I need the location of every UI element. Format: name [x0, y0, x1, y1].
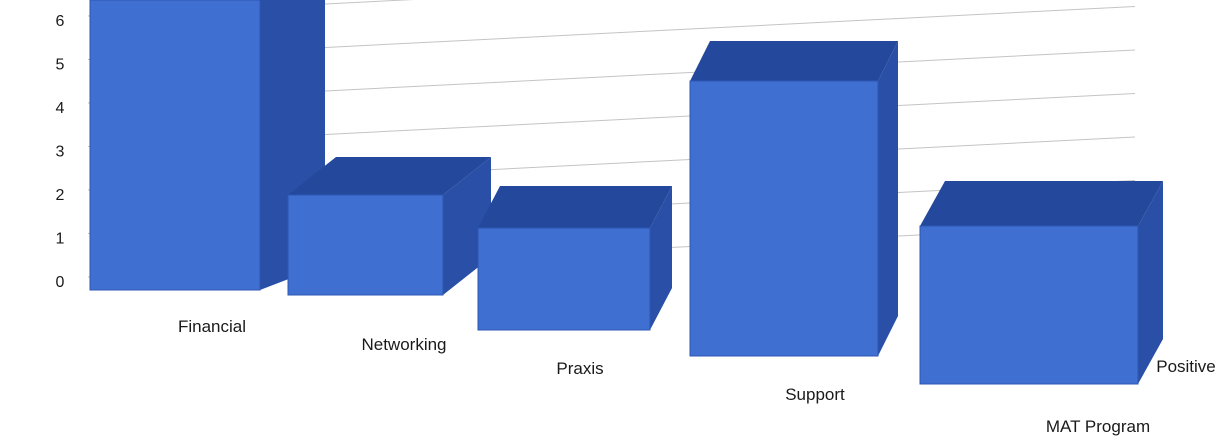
y-tick-label: 4: [56, 100, 65, 117]
bar-support: [689, 80, 879, 357]
bar-praxis: [477, 227, 651, 331]
bar-top-praxis: [478, 186, 672, 228]
bar-top-mat-program: [920, 181, 1163, 226]
x-tick-label: Financial: [178, 317, 246, 336]
bar-side-mat-program: [1138, 181, 1163, 384]
x-tick-label: Support: [785, 385, 845, 404]
bar-mat-program: [919, 225, 1139, 385]
bar-networking: [287, 194, 444, 296]
y-axis-ticks: 0 1 2 3 4 5 6: [56, 13, 65, 291]
bars: [89, 0, 1163, 385]
y-tick-label: 5: [56, 57, 65, 74]
y-tick-label: 3: [56, 144, 65, 161]
bar-top-networking: [288, 157, 491, 195]
x-tick-label: Praxis: [556, 359, 603, 378]
x-tick-label: Positive: [1156, 357, 1216, 376]
bar-side-support: [878, 41, 898, 356]
bar-top-support: [690, 41, 898, 81]
y-tick-label: 1: [56, 231, 65, 248]
x-axis-labels: Financial Networking Praxis Support MAT Prog…: [178, 317, 1216, 436]
bar-side-praxis: [650, 186, 672, 330]
y-tick-label: 0: [56, 274, 65, 291]
x-tick-label: MAT Program: [1046, 417, 1150, 436]
bar-financial: [89, 0, 261, 291]
y-tick-label: 2: [56, 187, 65, 204]
y-tick-label: 6: [56, 13, 65, 30]
x-tick-label: Networking: [361, 335, 446, 354]
